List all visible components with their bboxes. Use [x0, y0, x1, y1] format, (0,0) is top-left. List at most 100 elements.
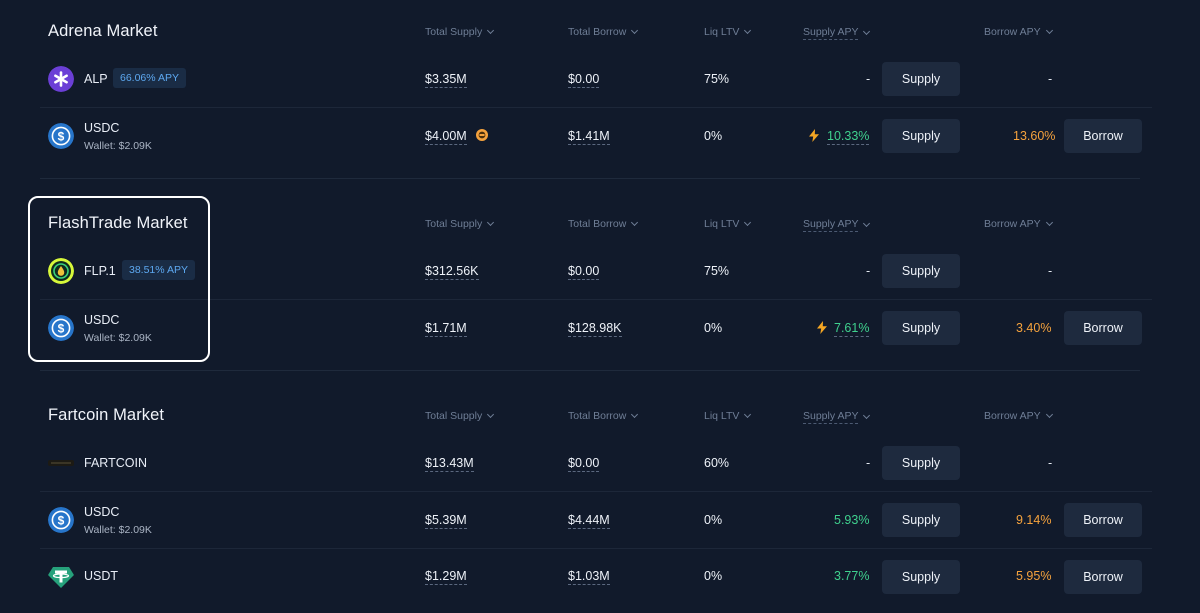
table-row: USDT $1.29M $1.03M 0% 3.77% Supply 5.95%… [40, 549, 1152, 605]
table-row: ALP 66.06% APY $3.35M $0.00 75% - Supply… [40, 52, 1152, 108]
liq-ltv-value: 0% [704, 129, 723, 143]
lightning-icon [809, 129, 819, 142]
total-borrow-value: $128.98K [568, 321, 622, 337]
wallet-balance: Wallet: $2.09K [84, 140, 152, 152]
borrow-apy-value: - [1048, 264, 1053, 278]
table-row: FLP.1 38.51% APY $312.56K $0.00 75% - Su… [40, 244, 1152, 300]
chevron-down-icon [631, 218, 639, 227]
col-header-liq-ltv[interactable]: Liq LTV [704, 218, 752, 230]
col-header-supply-apy[interactable]: Supply APY [803, 410, 871, 424]
col-header-liq-ltv[interactable]: Liq LTV [704, 26, 752, 38]
total-supply-value: $3.35M [425, 72, 467, 88]
liq-ltv-value: 75% [704, 72, 730, 86]
chevron-down-icon [744, 410, 752, 419]
col-header-total-borrow[interactable]: Total Borrow [568, 218, 639, 230]
liq-ltv-value: 0% [704, 513, 723, 527]
supply-button[interactable]: Supply [882, 254, 960, 288]
svg-text:$: $ [58, 129, 65, 143]
lightning-icon [817, 321, 827, 334]
chevron-down-icon [1045, 218, 1053, 227]
borrow-apy-value: - [1048, 456, 1053, 470]
total-supply-value: $1.29M [425, 569, 467, 585]
col-header-supply-apy[interactable]: Supply APY [803, 218, 871, 232]
asset-name: USDT [84, 569, 119, 583]
chevron-down-icon [631, 26, 639, 35]
col-header-total-supply[interactable]: Total Supply [425, 26, 495, 38]
col-header-total-borrow[interactable]: Total Borrow [568, 410, 639, 422]
borrow-button[interactable]: Borrow [1064, 119, 1142, 153]
svg-text:$: $ [58, 321, 65, 335]
supply-button[interactable]: Supply [882, 311, 960, 345]
chevron-down-icon [744, 26, 752, 35]
total-borrow-value: $0.00 [568, 72, 600, 88]
svg-text:$: $ [58, 513, 65, 527]
borrow-button[interactable]: Borrow [1064, 311, 1142, 345]
total-borrow-value: $1.41M [568, 129, 610, 145]
section-divider [40, 370, 1140, 371]
apy-badge: 38.51% APY [122, 260, 195, 280]
borrow-apy-value: 5.95% [1016, 569, 1052, 583]
supply-button[interactable]: Supply [882, 503, 960, 537]
section-divider [40, 178, 1140, 179]
borrow-apy-value: - [1048, 72, 1053, 86]
flp-icon [48, 258, 74, 284]
market-title: Fartcoin Market [48, 406, 165, 424]
col-header-total-supply[interactable]: Total Supply [425, 218, 495, 230]
table-row: $ USDC Wallet: $2.09K $4.00M $1.41M 0% 1… [40, 108, 1152, 166]
chevron-down-icon [863, 219, 871, 228]
wallet-balance: Wallet: $2.09K [84, 332, 152, 344]
supply-button[interactable]: Supply [882, 119, 960, 153]
chevron-down-icon [744, 218, 752, 227]
total-borrow-value: $0.00 [568, 264, 600, 280]
asset-name: FLP.1 [84, 264, 116, 278]
total-borrow-value: $0.00 [568, 456, 600, 472]
coin-icon [476, 129, 488, 141]
col-header-borrow-apy[interactable]: Borrow APY [984, 410, 1053, 422]
usdc-icon: $ [48, 507, 74, 533]
apy-badge: 66.06% APY [113, 68, 186, 88]
fartcoin-icon [48, 460, 74, 466]
chevron-down-icon [487, 26, 495, 35]
borrow-apy-value: 3.40% [1016, 321, 1052, 335]
borrow-button[interactable]: Borrow [1064, 560, 1142, 594]
col-header-total-borrow[interactable]: Total Borrow [568, 26, 639, 38]
wallet-balance: Wallet: $2.09K [84, 524, 152, 536]
asset-name: ALP [84, 72, 108, 86]
chevron-down-icon [631, 410, 639, 419]
supply-apy-value: 5.93% [834, 513, 870, 527]
chevron-down-icon [487, 218, 495, 227]
supply-button[interactable]: Supply [882, 560, 960, 594]
table-row: $ USDC Wallet: $2.09K $1.71M $128.98K 0%… [40, 300, 1152, 358]
usdt-icon [48, 567, 74, 588]
col-header-borrow-apy[interactable]: Borrow APY [984, 218, 1053, 230]
table-row: FARTCOIN $13.43M $0.00 60% - Supply - [40, 436, 1152, 492]
borrow-button[interactable]: Borrow [1064, 503, 1142, 537]
liq-ltv-value: 0% [704, 321, 723, 335]
usdc-icon: $ [48, 123, 74, 149]
supply-apy-value: 10.33% [827, 129, 870, 145]
supply-apy-value: - [866, 72, 871, 86]
supply-button[interactable]: Supply [882, 62, 960, 96]
col-header-total-supply[interactable]: Total Supply [425, 410, 495, 422]
market-title: Adrena Market [48, 22, 158, 40]
borrow-apy-value: 13.60% [1013, 129, 1056, 143]
chevron-down-icon [863, 411, 871, 420]
supply-apy-value: 7.61% [834, 321, 870, 337]
total-supply-value: $13.43M [425, 456, 474, 472]
chevron-down-icon [863, 27, 871, 36]
asset-name: USDC [84, 505, 120, 519]
market-title: FlashTrade Market [48, 214, 188, 232]
table-row: $ USDC Wallet: $2.09K $5.39M $4.44M 0% 5… [40, 492, 1152, 549]
liq-ltv-value: 60% [704, 456, 730, 470]
total-borrow-value: $1.03M [568, 569, 610, 585]
col-header-supply-apy[interactable]: Supply APY [803, 26, 871, 40]
alp-icon [48, 66, 74, 92]
col-header-liq-ltv[interactable]: Liq LTV [704, 410, 752, 422]
usdc-icon: $ [48, 315, 74, 341]
total-supply-value: $4.00M [425, 129, 467, 145]
supply-button[interactable]: Supply [882, 446, 960, 480]
total-supply-value: $1.71M [425, 321, 467, 337]
supply-apy-value: - [866, 456, 871, 470]
col-header-borrow-apy[interactable]: Borrow APY [984, 26, 1053, 38]
asset-name: FARTCOIN [84, 456, 147, 470]
